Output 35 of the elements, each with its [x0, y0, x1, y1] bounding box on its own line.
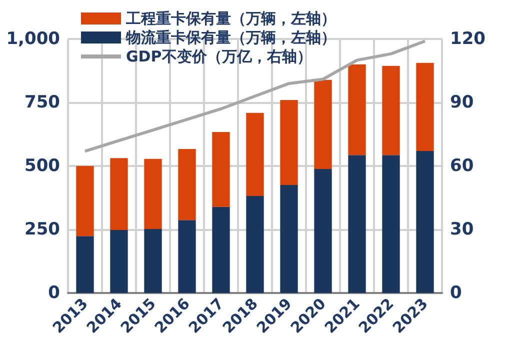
bar [382, 66, 400, 156]
bar [212, 206, 230, 293]
y2-tick-label: 90 [450, 92, 474, 112]
bar [110, 230, 128, 293]
y-tick-label: 500 [24, 156, 60, 176]
y2-tick-label: 0 [450, 283, 462, 303]
bar [280, 185, 298, 293]
y2-tick-label: 30 [450, 220, 474, 240]
bar [246, 112, 264, 196]
bar [76, 236, 94, 293]
y-tick-label: 1,000 [6, 29, 60, 49]
bar [144, 158, 162, 229]
bar [178, 148, 196, 220]
bar [348, 64, 366, 156]
bar [246, 196, 264, 293]
bar [314, 80, 332, 170]
bar [212, 132, 230, 207]
bar [416, 151, 434, 293]
y-tick-label: 0 [48, 283, 60, 303]
legend-label: 工程重卡保有量（万辆，左轴） [125, 10, 336, 28]
bar [382, 155, 400, 293]
bar [280, 100, 298, 186]
legend-label: GDP不变价（万亿，右轴） [126, 48, 312, 66]
y2-tick-label: 60 [450, 156, 474, 176]
bar [110, 158, 128, 230]
bar [178, 220, 196, 293]
y-tick-label: 750 [24, 92, 60, 112]
y2-tick-label: 120 [450, 29, 486, 49]
bar [76, 166, 94, 236]
bar [314, 169, 332, 293]
legend-label: 物流重卡保有量（万辆，左轴） [125, 28, 336, 46]
bar [348, 155, 366, 293]
y-tick-label: 250 [24, 220, 60, 240]
bar [416, 62, 434, 152]
bar [144, 228, 162, 293]
